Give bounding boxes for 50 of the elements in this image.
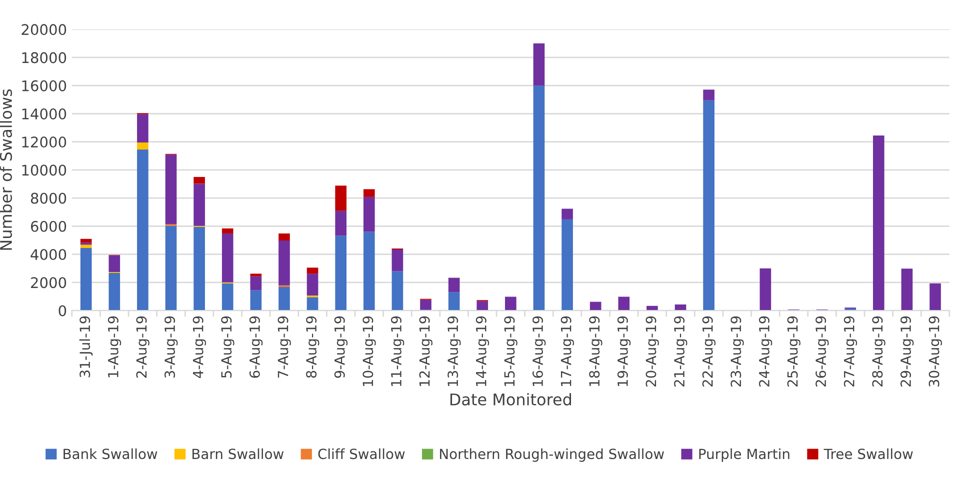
y-tick-label: 8000 <box>30 192 66 204</box>
x-tick-label: 28-Aug-19 <box>872 316 886 387</box>
x-tick-label: 17-Aug-19 <box>560 316 574 386</box>
x-tick-label: 22-Aug-19 <box>702 316 716 387</box>
legend-label: Cliff Swallow <box>318 448 405 460</box>
y-tick-label: 16000 <box>22 80 66 92</box>
legend-label: Northern Rough-winged Swallow <box>440 448 664 462</box>
x-tick-label: 24-Aug-19 <box>758 316 772 387</box>
x-tick-label: 27-Aug-19 <box>844 316 858 387</box>
x-tick-label: 13-Aug-19 <box>448 316 461 386</box>
x-tick-label: 9-Aug-19 <box>334 316 348 378</box>
y-tick-label: 4000 <box>30 248 66 260</box>
x-tick-label: 15-Aug-19 <box>504 316 518 386</box>
x-tick-label: 4-Aug-19 <box>192 316 206 378</box>
x-tick-label: 25-Aug-19 <box>787 316 800 387</box>
x-tick-label: 18-Aug-19 <box>589 316 602 386</box>
y-tick-label: 2000 <box>31 277 66 288</box>
x-tick-label: 2-Aug-19 <box>136 316 150 378</box>
x-tick-label: 1-Aug-19 <box>108 316 122 378</box>
y-tick-label: 6000 <box>30 220 66 232</box>
x-tick-label: 31-Jul-19 <box>79 316 93 378</box>
x-tick-label: 11-Aug-19 <box>390 316 404 386</box>
x-tick-label: 6-Aug-19 <box>249 316 263 378</box>
x-tick-label: 26-Aug-19 <box>816 316 829 387</box>
x-tick-label: 19-Aug-19 <box>617 316 631 386</box>
legend-label: Bank Swallow <box>64 448 158 460</box>
x-tick-label: 8-Aug-19 <box>306 316 320 378</box>
y-axis-title: Number of Swallows <box>0 89 12 250</box>
x-tick-label: 23-Aug-19 <box>730 316 744 387</box>
x-tick-label: 29-Aug-19 <box>900 316 914 387</box>
x-tick-label: 12-Aug-19 <box>419 316 432 386</box>
y-tick-label: 10000 <box>22 164 66 176</box>
x-tick-label: 3-Aug-19 <box>164 316 178 378</box>
x-tick-label: 14-Aug-19 <box>476 316 490 386</box>
y-tick-label: 12000 <box>22 136 66 148</box>
legend-label: Tree Swallow <box>824 448 913 460</box>
legend-label: Purple Martin <box>699 448 790 462</box>
x-tick-label: 21-Aug-19 <box>674 316 688 387</box>
x-tick-label: 16-Aug-19 <box>532 316 546 386</box>
x-tick-label: 20-Aug-19 <box>646 316 659 387</box>
x-tick-label: 10-Aug-19 <box>362 316 376 386</box>
x-axis-title: Date Monitored <box>450 393 571 406</box>
y-tick-label: 18000 <box>22 52 66 64</box>
y-tick-label: 0 <box>58 305 66 316</box>
y-tick-label: 14000 <box>22 108 66 120</box>
legend-label: Barn Swallow <box>192 448 284 460</box>
y-tick-label: 20000 <box>22 24 66 36</box>
x-tick-label: 30-Aug-19 <box>928 316 942 386</box>
x-tick-label: 7-Aug-19 <box>278 316 291 378</box>
x-tick-label: 5-Aug-19 <box>221 316 234 378</box>
